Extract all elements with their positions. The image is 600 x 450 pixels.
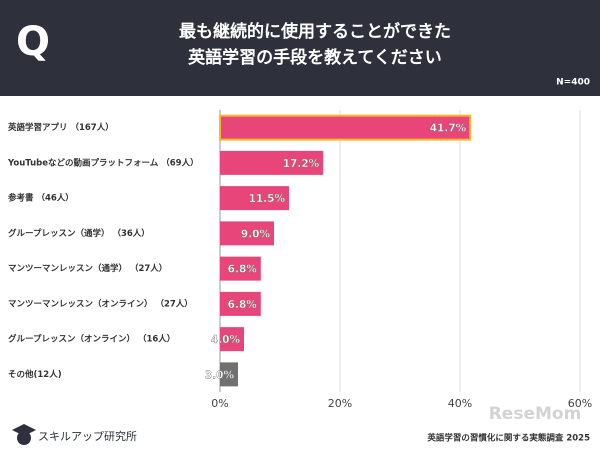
value-label: 6.8% bbox=[228, 264, 258, 276]
y-tick-label: グループレッスン（オンライン） （16人） bbox=[8, 334, 175, 345]
bar bbox=[220, 221, 274, 246]
bar bbox=[220, 186, 289, 211]
bar bbox=[220, 327, 244, 352]
bar bbox=[220, 150, 324, 175]
value-label: 41.7% bbox=[430, 123, 467, 135]
watermark: ReseMom bbox=[489, 404, 582, 424]
bar bbox=[220, 362, 238, 387]
y-tick-label: マンツーマンレッスン（通学） （27人） bbox=[8, 263, 167, 274]
chart-title: 最も継続的に使用することができた bbox=[179, 21, 451, 42]
bar bbox=[220, 291, 261, 316]
chart-title: 英語学習の手段を教えてください bbox=[188, 47, 442, 68]
brand: スキルアップ研究所 bbox=[38, 429, 137, 443]
sample-size: N=400 bbox=[556, 78, 590, 88]
value-label: 6.8% bbox=[228, 299, 258, 311]
brand-logo bbox=[12, 424, 36, 445]
badge: Q bbox=[16, 19, 50, 65]
x-tick-label: 60% bbox=[568, 397, 592, 410]
x-tick-label: 40% bbox=[448, 397, 472, 410]
x-tick-label: 0% bbox=[211, 397, 228, 410]
y-tick-label: 参考書 （46人） bbox=[8, 193, 74, 204]
bar bbox=[219, 114, 472, 141]
bar bbox=[220, 256, 261, 281]
value-label: 17.2% bbox=[283, 158, 320, 170]
value-label: 9.0% bbox=[241, 228, 271, 240]
y-tick-label: 英語学習アプリ （167人） bbox=[7, 122, 114, 133]
value-label: 11.5% bbox=[249, 193, 286, 205]
value-label: 4.0% bbox=[211, 334, 241, 346]
source: 英語学習の習慣化に関する実態調査 2025 bbox=[426, 433, 590, 444]
y-tick-label: その他(12人) bbox=[8, 369, 62, 380]
y-tick-label: マンツーマンレッスン（オンライン） （27人） bbox=[8, 298, 193, 309]
y-tick-label: グループレッスン（通学） （36人） bbox=[8, 228, 150, 239]
value-label: 3.0% bbox=[205, 369, 235, 381]
x-tick-label: 20% bbox=[328, 397, 352, 410]
y-tick-label: YouTubeなどの動画プラットフォーム （69人） bbox=[7, 157, 199, 168]
header bbox=[0, 0, 600, 96]
